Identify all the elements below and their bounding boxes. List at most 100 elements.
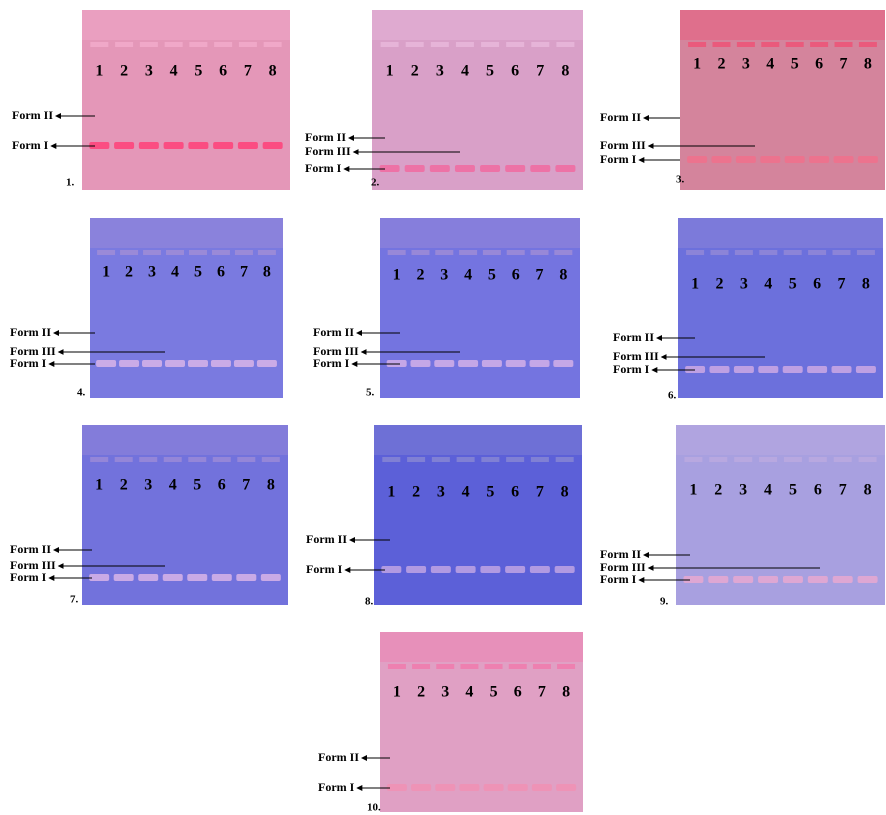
form-label: Form I (12, 138, 49, 152)
dna-band (832, 366, 852, 373)
dna-band (139, 142, 159, 149)
well (412, 664, 430, 669)
dna-band (456, 566, 476, 573)
dna-band (711, 156, 731, 163)
dna-band (261, 574, 281, 581)
well (759, 250, 777, 255)
lane-number: 2 (412, 484, 420, 501)
lane-number: 7 (838, 276, 846, 293)
dna-band (834, 156, 854, 163)
lane-number: 2 (714, 482, 722, 499)
well (459, 250, 477, 255)
panel-label: 6. (668, 390, 677, 402)
form-label: Form II (12, 108, 53, 122)
lane-number: 7 (240, 264, 248, 281)
dna-band (164, 142, 184, 149)
dna-band (482, 360, 502, 367)
lane-number: 3 (148, 264, 156, 281)
dna-band (263, 142, 283, 149)
lane-number: 7 (538, 684, 546, 701)
well (237, 457, 255, 462)
lane-number: 4 (169, 477, 177, 494)
dna-band (553, 360, 573, 367)
well (735, 250, 753, 255)
dna-band (406, 566, 426, 573)
form-label: Form I (305, 161, 342, 175)
dna-band (783, 366, 803, 373)
well (761, 42, 779, 47)
well (258, 250, 276, 255)
lane-number: 4 (764, 482, 772, 499)
well (688, 42, 706, 47)
lane-number: 6 (815, 56, 823, 73)
well (481, 457, 499, 462)
gel-top (676, 425, 885, 455)
well (557, 664, 575, 669)
lane-number: 7 (840, 56, 848, 73)
well (189, 250, 207, 255)
lane-number: 3 (436, 63, 444, 80)
lane-number: 2 (125, 264, 133, 281)
lane-number: 3 (437, 484, 445, 501)
well (381, 42, 399, 47)
dna-band (165, 360, 185, 367)
lane-number: 3 (440, 267, 448, 284)
dna-band (783, 576, 803, 583)
dna-band (530, 165, 550, 172)
lane-number: 4 (764, 276, 772, 293)
well (115, 457, 133, 462)
dna-band (760, 156, 780, 163)
dna-band (709, 366, 729, 373)
well (808, 250, 826, 255)
dna-band (163, 574, 183, 581)
dna-band (435, 784, 455, 791)
lane-number: 7 (536, 484, 544, 501)
well (556, 457, 574, 462)
lane-number: 3 (144, 477, 152, 494)
well (139, 457, 157, 462)
panel-label: 5. (366, 387, 375, 399)
dna-band (530, 566, 550, 573)
lane-number: 4 (462, 484, 470, 501)
well (710, 250, 728, 255)
dna-band (758, 366, 778, 373)
well (90, 457, 108, 462)
lane-number: 1 (95, 477, 103, 494)
lane-number: 3 (742, 56, 750, 73)
lane-number: 4 (171, 264, 179, 281)
form-label: Form II (313, 325, 354, 339)
well (784, 250, 802, 255)
well (759, 457, 777, 462)
lane-number: 2 (717, 56, 725, 73)
well (382, 457, 400, 462)
dna-band (532, 784, 552, 791)
dna-band (430, 165, 450, 172)
dna-band (236, 574, 256, 581)
dna-band (213, 142, 233, 149)
lane-number: 2 (715, 276, 723, 293)
dna-band (257, 360, 277, 367)
gel-top (82, 425, 288, 455)
panel-label: 7. (70, 594, 79, 606)
dna-band (856, 366, 876, 373)
well (784, 457, 802, 462)
dna-band (431, 566, 451, 573)
well (809, 457, 827, 462)
dna-band (807, 366, 827, 373)
dna-band (211, 360, 231, 367)
well (460, 664, 478, 669)
gel-top (372, 10, 583, 40)
dna-band (480, 165, 500, 172)
well (436, 664, 454, 669)
dna-band (555, 566, 575, 573)
well (143, 250, 161, 255)
well (388, 250, 406, 255)
dna-band (212, 574, 232, 581)
lane-number: 5 (194, 63, 202, 80)
panel-label: 1. (66, 177, 75, 189)
lane-number: 4 (766, 56, 774, 73)
dna-band (119, 360, 139, 367)
dna-band (808, 576, 828, 583)
